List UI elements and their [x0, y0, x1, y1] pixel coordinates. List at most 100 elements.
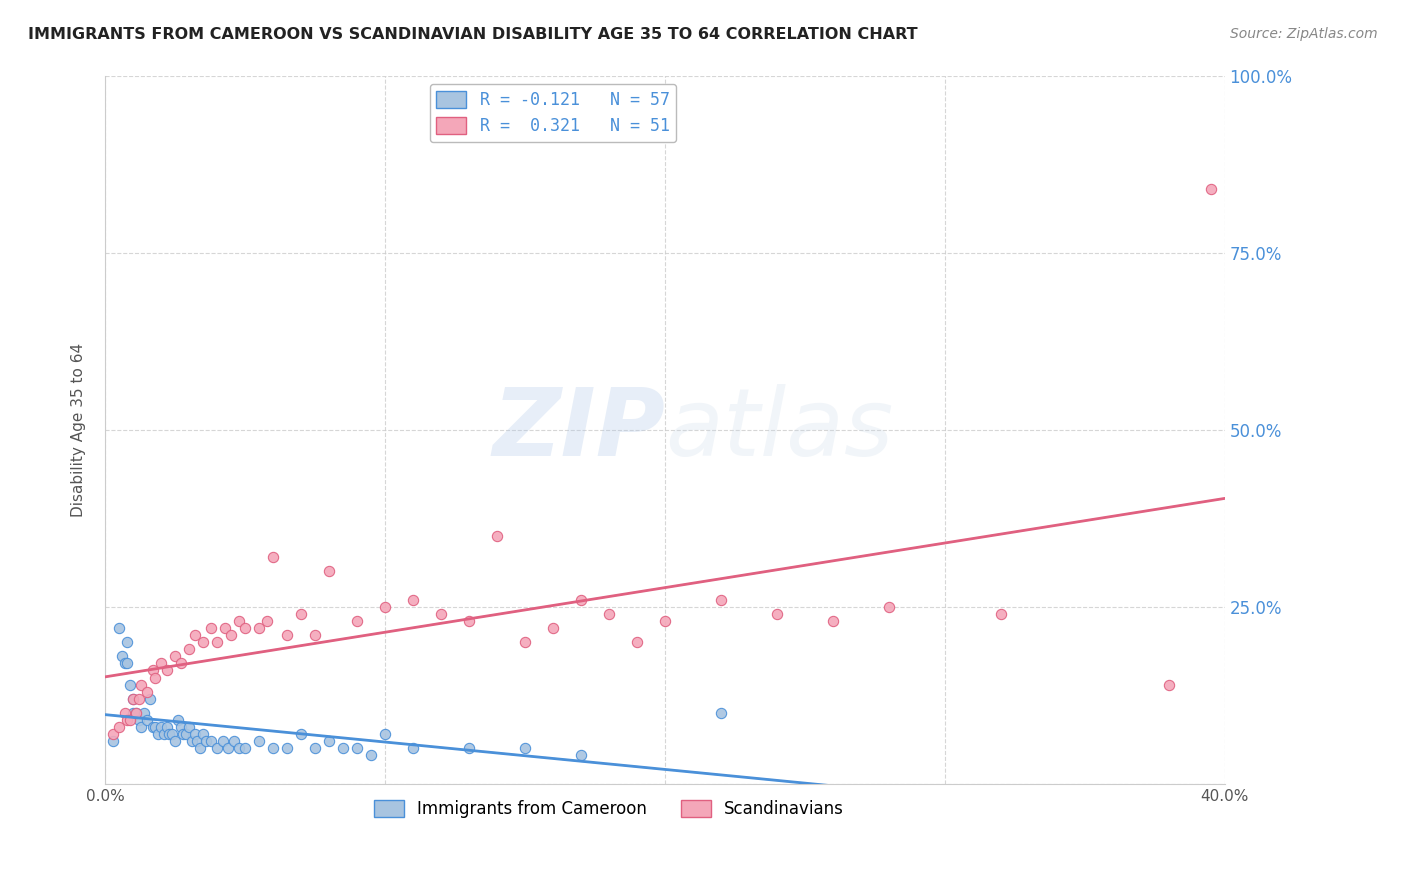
Point [211, 734, 233, 748]
Point [290, 607, 312, 621]
Point [177, 642, 200, 657]
Point [111, 649, 134, 664]
Point [821, 614, 844, 628]
Point [569, 592, 592, 607]
Point [148, 727, 170, 741]
Point [114, 657, 136, 671]
Point [228, 741, 250, 756]
Point [177, 720, 200, 734]
Point [125, 706, 148, 720]
Point [513, 635, 536, 649]
Point [205, 741, 228, 756]
Point [117, 657, 139, 671]
Point [139, 691, 162, 706]
Point [513, 741, 536, 756]
Point [174, 727, 197, 741]
Point [128, 691, 150, 706]
Point [233, 741, 256, 756]
Point [131, 720, 153, 734]
Point [228, 614, 250, 628]
Point [163, 649, 186, 664]
Point [430, 607, 453, 621]
Point [877, 599, 900, 614]
Point [108, 720, 131, 734]
Point [247, 734, 270, 748]
Point [222, 734, 245, 748]
Point [169, 720, 191, 734]
Point [1157, 677, 1180, 691]
Point [122, 691, 145, 706]
Point [219, 628, 242, 642]
Point [149, 720, 172, 734]
Point [710, 592, 733, 607]
Point [103, 727, 125, 741]
Point [262, 550, 284, 565]
Point [169, 657, 191, 671]
Point [205, 635, 228, 649]
Point [183, 727, 205, 741]
Point [160, 727, 183, 741]
Point [166, 713, 188, 727]
Point [1199, 182, 1222, 196]
Point [155, 664, 177, 678]
Point [374, 727, 396, 741]
Point [200, 621, 222, 635]
Point [120, 713, 142, 727]
Point [136, 713, 159, 727]
Point [157, 727, 180, 741]
Point [122, 691, 145, 706]
Point [654, 614, 676, 628]
Text: Source: ZipAtlas.com: Source: ZipAtlas.com [1230, 27, 1378, 41]
Point [180, 734, 202, 748]
Point [194, 734, 217, 748]
Point [134, 706, 156, 720]
Point [117, 635, 139, 649]
Point [346, 741, 368, 756]
Point [290, 727, 312, 741]
Text: IMMIGRANTS FROM CAMEROON VS SCANDINAVIAN DISABILITY AGE 35 TO 64 CORRELATION CHA: IMMIGRANTS FROM CAMEROON VS SCANDINAVIAN… [28, 27, 918, 42]
Point [188, 741, 211, 756]
Point [990, 607, 1012, 621]
Point [214, 621, 236, 635]
Point [125, 706, 148, 720]
Point [120, 677, 142, 691]
Point [108, 621, 131, 635]
Point [233, 621, 256, 635]
Point [122, 706, 145, 720]
Point [374, 599, 396, 614]
Point [276, 628, 298, 642]
Point [541, 621, 564, 635]
Point [360, 748, 382, 763]
Point [458, 614, 481, 628]
Point [128, 713, 150, 727]
Point [402, 592, 425, 607]
Point [318, 564, 340, 578]
Point [191, 727, 214, 741]
Point [172, 727, 194, 741]
Point [304, 628, 326, 642]
Point [247, 621, 270, 635]
Point [131, 677, 153, 691]
Text: atlas: atlas [665, 384, 893, 475]
Point [598, 607, 620, 621]
Point [200, 734, 222, 748]
Text: ZIP: ZIP [492, 384, 665, 475]
Point [145, 671, 167, 685]
Point [136, 684, 159, 698]
Point [155, 720, 177, 734]
Point [458, 741, 481, 756]
Point [256, 614, 278, 628]
Point [183, 628, 205, 642]
Point [332, 741, 354, 756]
Point [276, 741, 298, 756]
Point [304, 741, 326, 756]
Point [163, 734, 186, 748]
Point [103, 734, 125, 748]
Point [318, 734, 340, 748]
Point [186, 734, 208, 748]
Point [142, 720, 165, 734]
Point [402, 741, 425, 756]
Point [142, 664, 165, 678]
Point [217, 741, 239, 756]
Point [766, 607, 789, 621]
